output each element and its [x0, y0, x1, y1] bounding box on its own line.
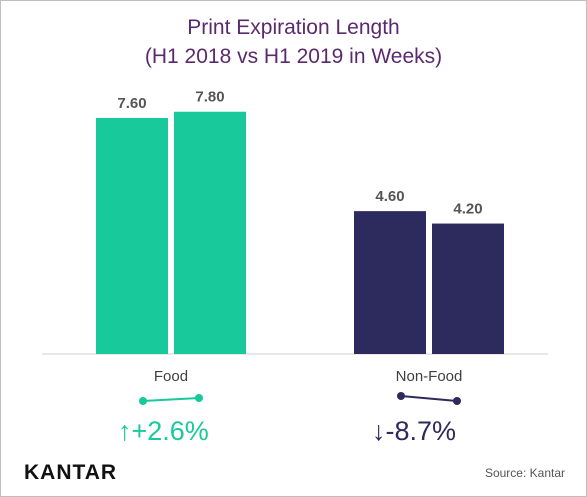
bar-food-2 — [174, 111, 246, 354]
chart-title: Print Expiration Length — [187, 16, 400, 39]
change-value-non-food: -8.7% — [385, 416, 457, 446]
source-note: Source: Kantar — [484, 466, 565, 480]
change-value-food: +2.6% — [131, 416, 209, 446]
data-label-food-2: 7.80 — [195, 89, 224, 106]
down-arrow-icon: ↓ — [372, 416, 386, 446]
chart-subtitle: (H1 2018 vs H1 2019 in Weeks) — [144, 45, 443, 68]
kantar-logo: KANTAR — [24, 461, 118, 484]
change-food: ↑+2.6% — [118, 416, 209, 446]
bar-food-1 — [96, 117, 168, 354]
data-label-food-1: 7.60 — [117, 95, 146, 112]
up-arrow-icon: ↑ — [118, 416, 132, 446]
trend-dot-non-food-1 — [397, 392, 405, 400]
bar-non-food-1 — [354, 211, 426, 354]
trend-dot-food-1 — [139, 397, 147, 405]
x-tick-label-non-food: Non-Food — [395, 368, 463, 385]
data-label-non-food-2: 4.20 — [453, 201, 482, 218]
bar-non-food-2 — [432, 223, 504, 354]
trend-connector-non-food — [400, 395, 458, 402]
trend-dot-food-2 — [195, 394, 203, 402]
change-non-food: ↓-8.7% — [372, 416, 456, 446]
x-tick-label-food: Food — [153, 368, 189, 385]
data-label-non-food-1: 4.60 — [375, 188, 404, 205]
trend-dot-non-food-2 — [453, 397, 461, 405]
trend-connector-food — [142, 397, 200, 402]
